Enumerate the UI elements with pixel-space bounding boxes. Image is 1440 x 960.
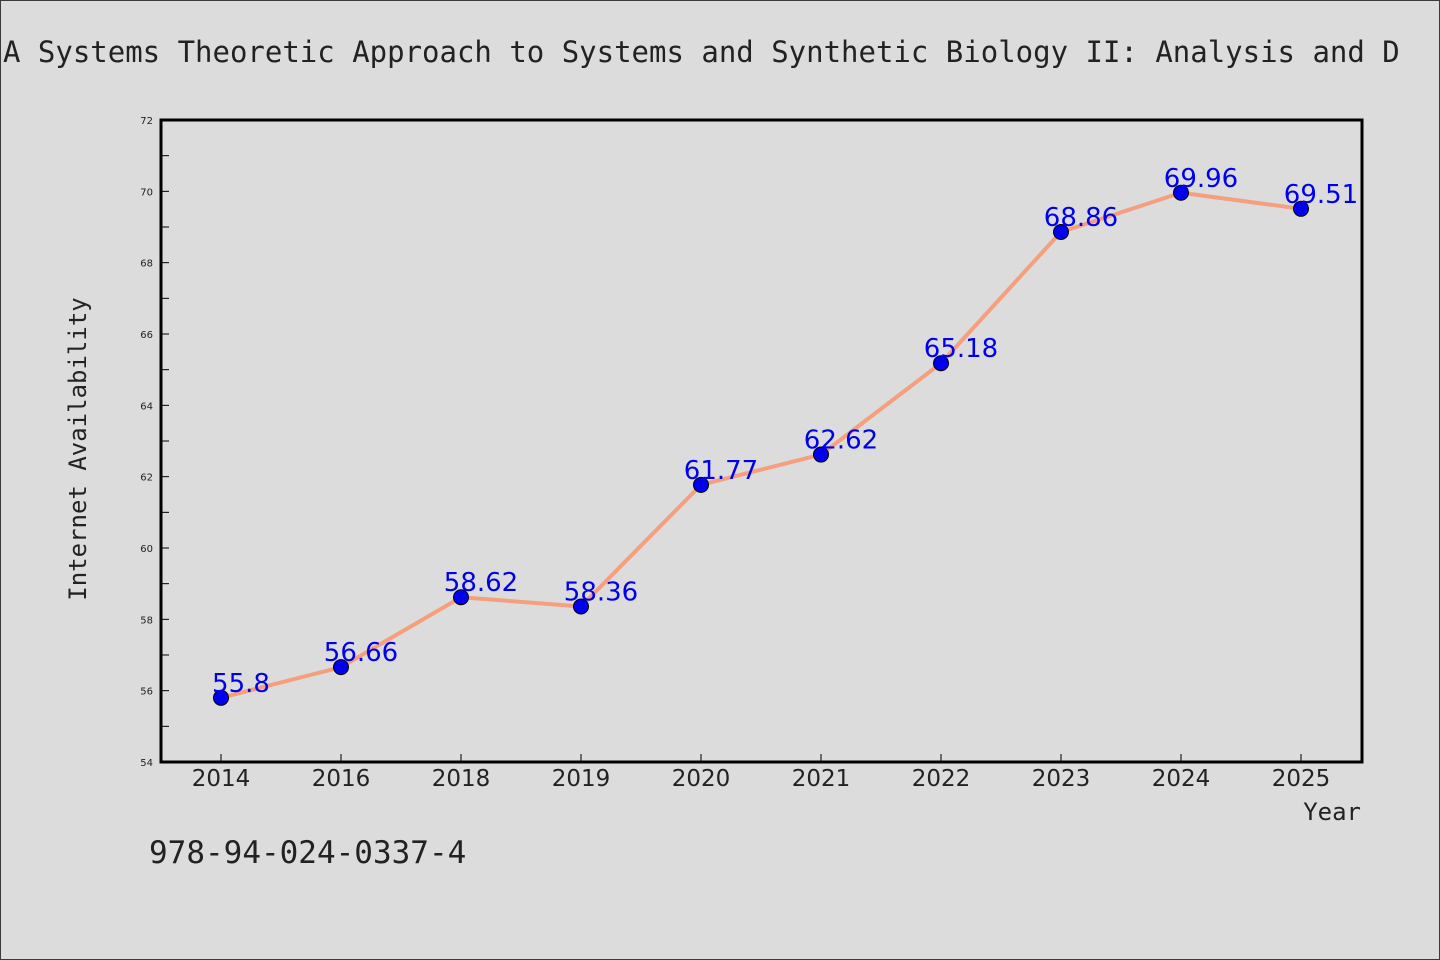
isbn-footnote: 978-94-024-0337-4	[149, 835, 467, 871]
data-label: 58.36	[564, 577, 638, 607]
data-point	[573, 598, 589, 615]
x-tick-label: 2018	[432, 766, 491, 792]
data-point	[693, 476, 709, 493]
data-label: 55.8	[212, 669, 270, 699]
y-tick-label: 62	[140, 473, 153, 484]
x-tick-label: 2016	[312, 766, 371, 792]
x-tick-label: 2024	[1152, 766, 1211, 792]
series-layer: 55.8 56.66 58.62 58.36 61.77 62.62 65.18 68.86 6…	[212, 164, 1358, 706]
data-label: 65.18	[924, 334, 998, 364]
y-tick-label: 70	[140, 187, 153, 198]
y-tick-label: 64	[140, 401, 153, 412]
data-label: 58.62	[444, 568, 518, 598]
data-label: 56.66	[324, 638, 398, 668]
data-point	[1173, 184, 1189, 201]
y-tick-label: 56	[140, 687, 153, 698]
y-tick-label: 60	[140, 544, 153, 555]
y-tick-label: 58	[140, 615, 153, 626]
x-tick-label: 2025	[1272, 766, 1331, 792]
x-axis: 2014 2016 2018 2019 2020 2021 2022 2023 2024 2025	[192, 754, 1331, 792]
data-point	[1053, 223, 1069, 240]
x-tick-label: 2019	[552, 766, 611, 792]
data-label: 62.62	[804, 426, 878, 456]
data-label: 61.77	[684, 456, 758, 486]
y-tick-label: 68	[140, 259, 153, 270]
y-axis: 54 56 58 60 62 64 66 68 70 72	[140, 116, 169, 769]
data-point	[333, 659, 349, 676]
y-axis-label: Internet Availability	[64, 297, 92, 600]
y-tick-label: 54	[140, 758, 153, 769]
data-label: 68.86	[1044, 203, 1118, 233]
x-tick-label: 2014	[192, 766, 251, 792]
x-axis-label: Year	[1303, 798, 1361, 826]
data-label: 69.51	[1284, 180, 1358, 210]
data-point	[1293, 200, 1309, 217]
data-label: 69.96	[1164, 164, 1238, 194]
data-point	[933, 355, 949, 372]
x-tick-label: 2023	[1032, 766, 1091, 792]
y-tick-label: 66	[140, 330, 153, 341]
x-tick-label: 2021	[792, 766, 851, 792]
y-tick-label: 72	[140, 116, 153, 127]
x-tick-label: 2020	[672, 766, 731, 792]
x-tick-label: 2022	[912, 766, 971, 792]
data-point	[453, 589, 469, 606]
data-point	[813, 446, 829, 463]
chart-title: A Systems Theoretic Approach to Systems …	[3, 35, 1400, 69]
plot-area-border	[159, 118, 1364, 764]
data-point	[213, 689, 229, 706]
series-line	[220, 190, 1302, 700]
